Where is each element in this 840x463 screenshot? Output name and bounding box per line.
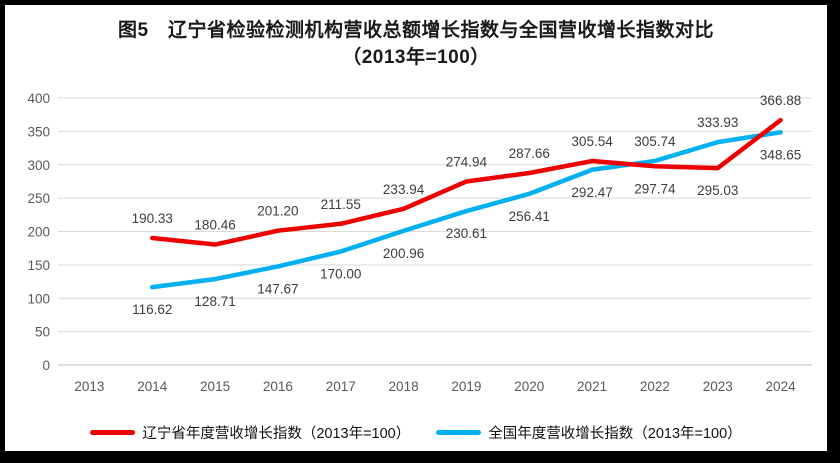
x-tick-label: 2015 (200, 379, 230, 394)
data-label-liaoning: 180.46 (194, 218, 235, 233)
x-tick-label: 2020 (514, 379, 544, 394)
x-tick-label: 2022 (640, 379, 670, 394)
x-tick-label: 2018 (389, 379, 419, 394)
y-tick-label: 200 (27, 225, 50, 240)
data-label-liaoning: 305.54 (571, 134, 613, 149)
legend-marker-liaoning (90, 429, 136, 435)
y-tick-label: 0 (42, 358, 50, 373)
data-label-national: 200.96 (383, 246, 424, 261)
legend-label-national: 全国年度营收增长指数（2013年=100） (488, 425, 742, 442)
legend: 辽宁省年度营收增长指数（2013年=100） 全国年度营收增长指数（2013年=… (5, 417, 827, 447)
x-tick-label: 2024 (766, 379, 797, 394)
data-label-national: 170.00 (320, 267, 361, 282)
data-label-liaoning: 287.66 (509, 146, 550, 161)
x-tick-label: 2019 (451, 379, 481, 394)
data-label-national: 333.93 (697, 115, 738, 130)
data-label-national: 128.71 (194, 294, 235, 309)
x-tick-label: 2021 (577, 379, 607, 394)
x-tick-label: 2017 (326, 379, 356, 394)
y-tick-label: 250 (27, 191, 50, 206)
series-line-national (150, 130, 783, 290)
data-label-national: 147.67 (257, 281, 298, 296)
data-label-national: 292.47 (571, 185, 612, 200)
x-tick-label: 2023 (703, 379, 733, 394)
y-tick-label: 50 (35, 325, 50, 340)
legend-label-liaoning: 辽宁省年度营收增长指数（2013年=100） (142, 425, 411, 442)
data-label-national: 256.41 (509, 209, 550, 224)
data-label-liaoning: 297.74 (634, 181, 676, 196)
line-chart: 0 50 100 150 200 250 300 350 400 2013 2014 2015 2016… (27, 91, 812, 394)
data-label-liaoning: 190.33 (132, 211, 173, 226)
title-line-2: （2013年=100） (342, 47, 490, 68)
title-line-1: 图5 辽宁省检验检测机构营收总额增长指数与全国营收增长指数对比 (117, 20, 715, 41)
data-label-liaoning: 201.20 (257, 204, 298, 219)
data-label-liaoning: 233.94 (383, 182, 425, 197)
x-tick-label: 2016 (263, 379, 293, 394)
data-label-national: 348.65 (760, 147, 801, 162)
data-label-liaoning: 211.55 (321, 197, 361, 212)
legend-item-liaoning[interactable]: 辽宁省年度营收增长指数（2013年=100） (90, 422, 410, 443)
legend-marker-national (436, 429, 482, 435)
data-label-liaoning: 295.03 (697, 183, 738, 198)
data-label-national: 116.62 (132, 302, 172, 317)
y-tick-label: 350 (27, 124, 50, 139)
x-tick-label: 2014 (137, 379, 168, 394)
data-label-national: 230.61 (446, 226, 487, 241)
y-tick-label: 300 (27, 158, 50, 173)
y-tick-label: 400 (27, 91, 50, 106)
data-label-national: 305.74 (634, 134, 676, 149)
series-line-liaoning (150, 117, 783, 247)
x-tick-label: 2013 (74, 379, 104, 394)
data-label-liaoning: 366.88 (760, 93, 801, 108)
legend-item-national[interactable]: 全国年度营收增长指数（2013年=100） (436, 422, 742, 443)
y-tick-label: 100 (27, 291, 50, 306)
chart-title: 图5 辽宁省检验检测机构营收总额增长指数与全国营收增长指数对比 （2013年=1… (5, 17, 827, 71)
data-label-liaoning: 274.94 (446, 154, 488, 169)
y-tick-label: 150 (27, 258, 50, 273)
